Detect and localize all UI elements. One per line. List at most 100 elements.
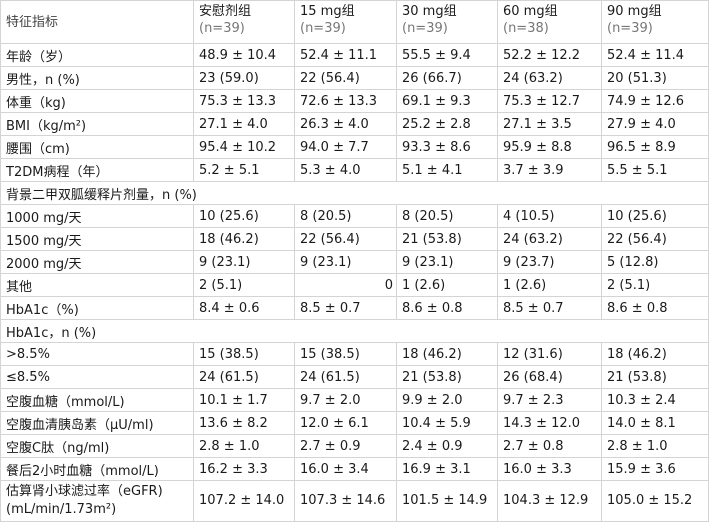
table-cell: 12.0 ± 6.1: [294, 411, 397, 435]
table-cell: 16.2 ± 3.3: [193, 457, 295, 481]
table-row: 体重（kg) 75.3 ± 13.3 72.6 ± 13.3 69.1 ± 9.3 75…: [0, 89, 709, 113]
table-cell: 1 (2.6): [396, 273, 498, 297]
table-row: T2DM病程（年） 5.2 ± 5.1 5.3 ± 4.0 5.1 ± 4.1 3.7 …: [0, 158, 709, 182]
table-cell: 5.3 ± 4.0: [294, 158, 397, 182]
table-cell: 16.9 ± 3.1: [396, 457, 498, 481]
row-label-line: (mL/min/1.73m²): [6, 502, 117, 517]
table-cell: 69.1 ± 9.3: [396, 89, 498, 113]
table-cell: 27.1 ± 4.0: [193, 112, 295, 136]
table-cell: 2.4 ± 0.9: [396, 434, 498, 458]
header-group-90mg: 90 mg组 (n=39): [601, 0, 709, 44]
table-cell: 12 (31.6): [497, 342, 602, 366]
table-row: 空腹血清胰岛素（μU/ml) 13.6 ± 8.2 12.0 ± 6.1 10.4 ±…: [0, 411, 709, 435]
table-cell: 9 (23.1): [193, 250, 295, 274]
table-cell: 48.9 ± 10.4: [193, 43, 295, 67]
table-cell: 1 (2.6): [497, 273, 602, 297]
section-row: HbA1c，n (%): [0, 319, 709, 343]
table-cell: 74.9 ± 12.6: [601, 89, 709, 113]
table-cell: 5.2 ± 5.1: [193, 158, 295, 182]
table-row: 空腹C肽（ng/ml) 2.8 ± 1.0 2.7 ± 0.9 2.4 ± 0.9 2.…: [0, 434, 709, 458]
row-label: 空腹C肽（ng/ml): [0, 434, 194, 458]
table-cell: 5.5 ± 5.1: [601, 158, 709, 182]
row-label: 餐后2小时血糖（mmol/L): [0, 457, 194, 481]
row-label: 其他: [0, 273, 194, 297]
table-cell: 10.4 ± 5.9: [396, 411, 498, 435]
table-cell: 4 (10.5): [497, 204, 602, 228]
table-cell: 18 (46.2): [601, 342, 709, 366]
row-label: 年龄（岁）: [0, 43, 194, 67]
header-group-60mg: 60 mg组 (n=38): [497, 0, 602, 44]
table-cell: 23 (59.0): [193, 66, 295, 90]
table-cell: 13.6 ± 8.2: [193, 411, 295, 435]
table-cell: 8 (20.5): [396, 204, 498, 228]
table-cell: 8.6 ± 0.8: [396, 296, 498, 320]
header-feature-label: 特征指标: [0, 0, 194, 44]
table-cell: 104.3 ± 12.9: [497, 480, 602, 522]
table-cell: 3.7 ± 3.9: [497, 158, 602, 182]
section-row: 背景二甲双胍缓释片剂量，n (%): [0, 181, 709, 205]
row-label: 空腹血清胰岛素（μU/ml): [0, 411, 194, 435]
table-cell: 8.5 ± 0.7: [497, 296, 602, 320]
table-cell: 24 (61.5): [193, 365, 295, 389]
table-row: 餐后2小时血糖（mmol/L) 16.2 ± 3.3 16.0 ± 3.4 16.9 …: [0, 457, 709, 481]
row-label: 1500 mg/天: [0, 227, 194, 251]
table-cell: 8.6 ± 0.8: [601, 296, 709, 320]
table-cell: 75.3 ± 12.7: [497, 89, 602, 113]
table-row: 1000 mg/天 10 (25.6) 8 (20.5) 8 (20.5) 4 (10.…: [0, 204, 709, 228]
row-label: >8.5%: [0, 342, 194, 366]
table-cell: 95.4 ± 10.2: [193, 135, 295, 159]
table-cell: 2.7 ± 0.9: [294, 434, 397, 458]
table-row: 估算肾小球滤过率（eGFR) (mL/min/1.73m²) 107.2 ± 14.…: [0, 480, 709, 522]
table-cell: 2.7 ± 0.8: [497, 434, 602, 458]
table-cell: 9 (23.1): [396, 250, 498, 274]
table-cell: 22 (56.4): [294, 227, 397, 251]
table-cell: 107.3 ± 14.6: [294, 480, 397, 522]
table-cell: 21 (53.8): [396, 365, 498, 389]
header-group-placebo: 安慰剂组 (n=39): [193, 0, 295, 44]
table-cell: 20 (51.3): [601, 66, 709, 90]
table-cell: 9 (23.1): [294, 250, 397, 274]
table-cell: 24 (63.2): [497, 66, 602, 90]
table-cell: 27.1 ± 3.5: [497, 112, 602, 136]
table-row: 年龄（岁） 48.9 ± 10.4 52.4 ± 11.1 55.5 ± 9.4 52.…: [0, 43, 709, 67]
table-row: 腰围（cm) 95.4 ± 10.2 94.0 ± 7.7 93.3 ± 8.6 95.…: [0, 135, 709, 159]
table-cell: 107.2 ± 14.0: [193, 480, 295, 522]
table-cell: 10 (25.6): [601, 204, 709, 228]
section-label: 背景二甲双胍缓释片剂量，n (%): [0, 181, 709, 205]
table-cell: 24 (61.5): [294, 365, 397, 389]
row-label: ≤8.5%: [0, 365, 194, 389]
table-cell: 18 (46.2): [396, 342, 498, 366]
table-cell: 5 (12.8): [601, 250, 709, 274]
row-label: HbA1c（%): [0, 296, 194, 320]
table-cell: 15 (38.5): [294, 342, 397, 366]
table-cell: 93.3 ± 8.6: [396, 135, 498, 159]
table-cell: 10 (25.6): [193, 204, 295, 228]
table-row: 1500 mg/天 18 (46.2) 22 (56.4) 21 (53.8) 24 (…: [0, 227, 709, 251]
table-cell: 16.0 ± 3.3: [497, 457, 602, 481]
row-label-line: 估算肾小球滤过率（eGFR): [6, 484, 163, 499]
table-cell: 27.9 ± 4.0: [601, 112, 709, 136]
table-cell: 10.1 ± 1.7: [193, 388, 295, 412]
table-row: 空腹血糖（mmol/L) 10.1 ± 1.7 9.7 ± 2.0 9.9 ± 2.0…: [0, 388, 709, 412]
table-row: 男性，n (%) 23 (59.0) 22 (56.4) 26 (66.7) 24 (6…: [0, 66, 709, 90]
row-label: 空腹血糖（mmol/L): [0, 388, 194, 412]
table-header-row: 特征指标 安慰剂组 (n=39) 15 mg组 (n=39) 30 mg组 (n=39…: [0, 0, 709, 44]
table-cell: 2.8 ± 1.0: [193, 434, 295, 458]
table-cell: 94.0 ± 7.7: [294, 135, 397, 159]
table-cell: 2.8 ± 1.0: [601, 434, 709, 458]
table-cell: 2 (5.1): [193, 273, 295, 297]
table-cell: 9.7 ± 2.3: [497, 388, 602, 412]
table-cell: 22 (56.4): [601, 227, 709, 251]
row-label: 估算肾小球滤过率（eGFR) (mL/min/1.73m²): [0, 480, 194, 522]
row-label: 腰围（cm): [0, 135, 194, 159]
row-label: 体重（kg): [0, 89, 194, 113]
table-cell: 101.5 ± 14.9: [396, 480, 498, 522]
table-cell: 9.7 ± 2.0: [294, 388, 397, 412]
table-cell: 14.3 ± 12.0: [497, 411, 602, 435]
table-cell: 15 (38.5): [193, 342, 295, 366]
row-label: 2000 mg/天: [0, 250, 194, 274]
table-row: >8.5% 15 (38.5) 15 (38.5) 18 (46.2) 12 (31.6…: [0, 342, 709, 366]
table-cell: 8 (20.5): [294, 204, 397, 228]
